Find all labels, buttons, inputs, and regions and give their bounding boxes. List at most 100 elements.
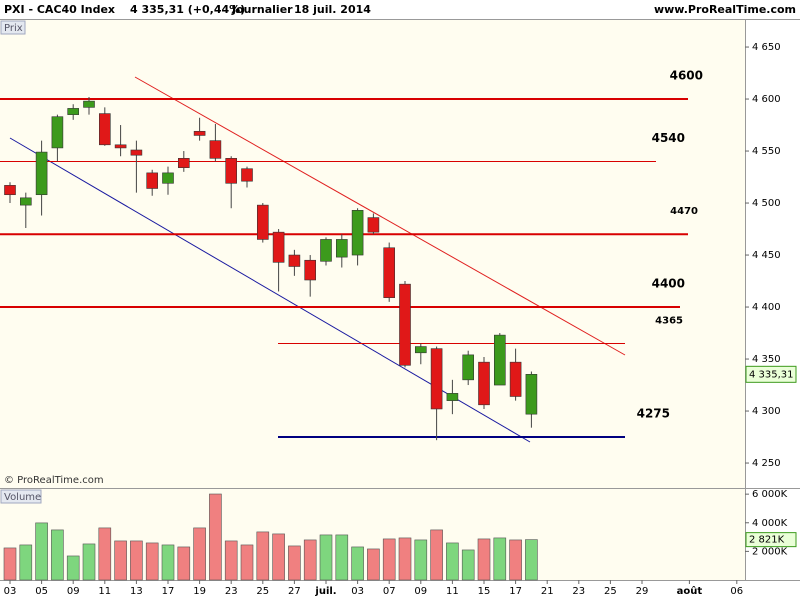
volume-label-box [0, 489, 42, 504]
y-tick-label: 4 550 [752, 146, 781, 157]
candle-body [493, 334, 506, 386]
volume-bar [477, 538, 491, 581]
candle-body [478, 361, 490, 406]
candle-body [35, 151, 48, 196]
candle-body [130, 149, 143, 156]
candle-body [304, 259, 317, 281]
volume-bar [461, 549, 475, 581]
candle-body [462, 354, 475, 381]
volume-bar [19, 544, 33, 581]
volume-bar [367, 548, 380, 581]
price-pane [0, 20, 745, 488]
x-tick-label: 09 [414, 586, 427, 597]
volume-bar [256, 531, 270, 581]
candle-body [193, 130, 206, 136]
candle-body [383, 247, 396, 298]
volume-bar [446, 542, 459, 581]
candle-body [430, 348, 443, 410]
volume-bar [493, 537, 507, 581]
x-tick-label: 03 [4, 586, 17, 597]
candle-body [99, 113, 111, 146]
x-tick-label: 17 [162, 586, 175, 597]
x-tick-label: 25 [256, 586, 269, 597]
candle-body [446, 393, 459, 401]
x-tick-label: 06 [730, 586, 743, 597]
x-tick-label: 23 [225, 586, 238, 597]
y-tick-label: 4 600 [752, 94, 781, 105]
level-label: 4400 [652, 277, 685, 291]
x-tick-label: 03 [351, 586, 364, 597]
date: 18 juil. 2014 [294, 3, 371, 16]
volume-bar [430, 529, 443, 581]
x-tick-label: 11 [98, 586, 111, 597]
volume-bar [66, 555, 80, 581]
trendline [9, 137, 531, 443]
volume-bar [240, 544, 254, 581]
volume-bar [224, 540, 238, 581]
last-price-tag [745, 365, 797, 383]
y-tick-label: 4 000K [752, 518, 788, 529]
last-volume-tag [745, 532, 797, 548]
candle-body [288, 254, 301, 267]
x-tick-label: 25 [604, 586, 617, 597]
y-tick-label: 4 650 [752, 42, 781, 53]
volume-bar [335, 534, 349, 581]
pane-label-box [0, 20, 26, 35]
volume-bar [177, 546, 191, 581]
y-tick-label: 4 500 [752, 198, 781, 209]
volume-bar [288, 545, 301, 581]
volume-bar [414, 539, 428, 581]
x-tick-label: 21 [541, 586, 554, 597]
volume-bar [303, 539, 317, 581]
volume-bar [525, 539, 538, 581]
volume-bar [509, 539, 522, 581]
volume-label: Volume [4, 492, 41, 503]
x-tick-label: 27 [288, 586, 301, 597]
title: PXI - CAC40 Index [4, 3, 115, 16]
candle-body [178, 158, 190, 168]
copyright: © ProRealTime.com [4, 475, 104, 486]
candle-body [114, 144, 127, 149]
last-quote: 4 335,31 (+0,44%) [130, 3, 245, 16]
source: www.ProRealTime.com [654, 3, 796, 16]
level-label: 4275 [637, 407, 670, 421]
candle-body [83, 100, 95, 108]
volume-bar [82, 543, 96, 581]
pane-label: Prix [4, 23, 23, 34]
candle-body [525, 374, 538, 415]
x-tick-label: 19 [193, 586, 206, 597]
x-tick-label: 23 [572, 586, 585, 597]
candle-body [335, 239, 348, 258]
volume-bar [398, 537, 412, 581]
x-tick-label: 17 [509, 586, 522, 597]
x-tick-label: 15 [478, 586, 491, 597]
y-tick-label: 2 000K [752, 546, 788, 557]
x-tick-label: juil. [314, 586, 336, 597]
y-tick-label: 4 450 [752, 250, 781, 261]
candle-body [162, 172, 174, 184]
candle-body [241, 168, 253, 182]
candle-body [146, 172, 158, 189]
candle-body [399, 283, 411, 366]
volume-bar [98, 527, 112, 581]
volume-bar [193, 527, 206, 581]
volume-bar [3, 547, 17, 581]
volume-bar [35, 522, 48, 581]
volume-bar [114, 540, 127, 581]
x-tick-label: 09 [67, 586, 80, 597]
candle-body [4, 185, 16, 196]
candle-body [351, 210, 364, 256]
candle-body [19, 197, 32, 206]
volume-bar [209, 493, 222, 581]
candle-body [67, 108, 79, 115]
y-tick-label: 4 350 [752, 354, 781, 365]
volume-bar [145, 542, 159, 581]
candle-body [272, 231, 285, 263]
y-tick-label: 4 400 [752, 302, 781, 313]
candle-body [256, 204, 269, 240]
candle-body [509, 361, 522, 397]
y-tick-label: 4 250 [752, 458, 781, 469]
x-tick-label: 07 [383, 586, 396, 597]
level-label: 4540 [652, 131, 685, 145]
